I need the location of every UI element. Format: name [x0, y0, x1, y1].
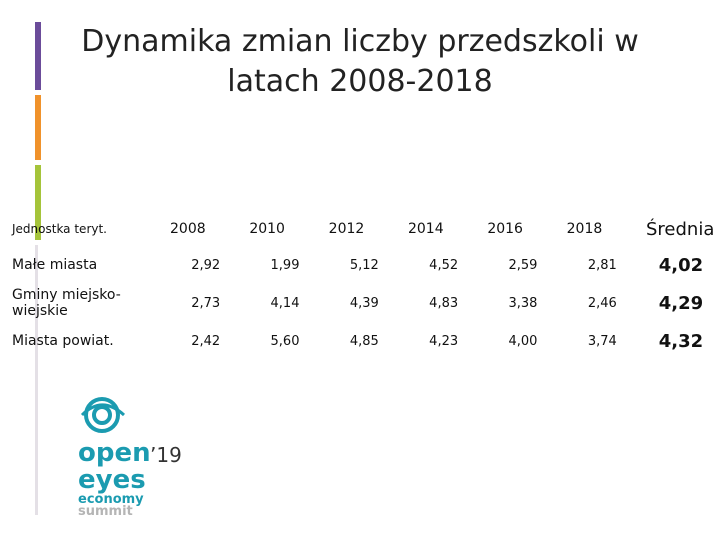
table-body: Jednostka teryt. 2008 2010 2012 2014 2016 2018… [8, 212, 720, 360]
cell: 4,83 [429, 295, 459, 311]
logo-text: eyes [78, 465, 146, 495]
logo-text: ’19 [150, 443, 182, 467]
row-label: Miasta powiat. [12, 333, 114, 349]
cell: 4,23 [429, 333, 459, 349]
column-header: 2016 [487, 221, 523, 237]
logo-text: summit [78, 504, 133, 519]
accent-bar [35, 95, 41, 160]
logo: open ’19 eyes economy summit [78, 395, 198, 520]
data-table: Jednostka teryt. 2008 2010 2012 2014 2016 2018… [8, 212, 720, 360]
cell: 2,92 [191, 257, 221, 273]
row-label: Małe miasta [12, 257, 98, 273]
cell: 4,14 [270, 295, 300, 311]
row-label: Gminy miejsko-wiejskie [12, 287, 121, 319]
logo-text: economy [78, 492, 144, 507]
column-header: 2018 [566, 221, 603, 237]
table-row: Gminy miejsko-wiejskie 2,73 4,14 4,39 4,83 3,… [8, 284, 720, 322]
cell: 3,38 [508, 295, 538, 311]
table-row: Miasta powiat. 2,42 5,60 4,85 4,23 4,00 3,74 4,… [8, 322, 720, 360]
cell: 4,29 [658, 292, 704, 314]
logo-eye [80, 397, 126, 433]
cell: 5,12 [349, 257, 379, 273]
cell: 5,60 [270, 333, 300, 349]
cell: 4,39 [349, 295, 379, 311]
cell: 4,52 [429, 257, 459, 273]
column-header: 2008 [170, 221, 206, 237]
cell: 4,02 [658, 254, 704, 276]
column-header: Jednostka teryt. [12, 222, 107, 236]
cell: 4,32 [658, 330, 704, 352]
title: Dynamika zmian liczby przedszkoli w lata… [81, 24, 639, 99]
cell: 2,59 [508, 257, 538, 273]
column-header: 2012 [328, 221, 365, 237]
header-row: Jednostka teryt. 2008 2010 2012 2014 2016 2018… [8, 212, 720, 246]
cell: 4,85 [349, 333, 379, 349]
cell: 4,00 [508, 333, 538, 349]
cell: 3,74 [587, 333, 617, 349]
cell: 1,99 [270, 257, 300, 273]
accent-bar [35, 22, 41, 90]
accent-bar [35, 245, 38, 515]
cell: 2,46 [587, 295, 617, 311]
table-row: Małe miasta 2,92 1,99 5,12 4,52 2,59 2,81 4,02 [8, 246, 720, 284]
cell: 2,73 [191, 295, 221, 311]
cell: 2,42 [191, 333, 221, 349]
cell: 2,81 [587, 257, 617, 273]
column-header: Średnia [646, 218, 715, 240]
column-header: 2010 [249, 221, 285, 237]
column-header: 2014 [407, 221, 444, 237]
accent-bar [35, 165, 41, 240]
logo-text: open [78, 438, 151, 468]
